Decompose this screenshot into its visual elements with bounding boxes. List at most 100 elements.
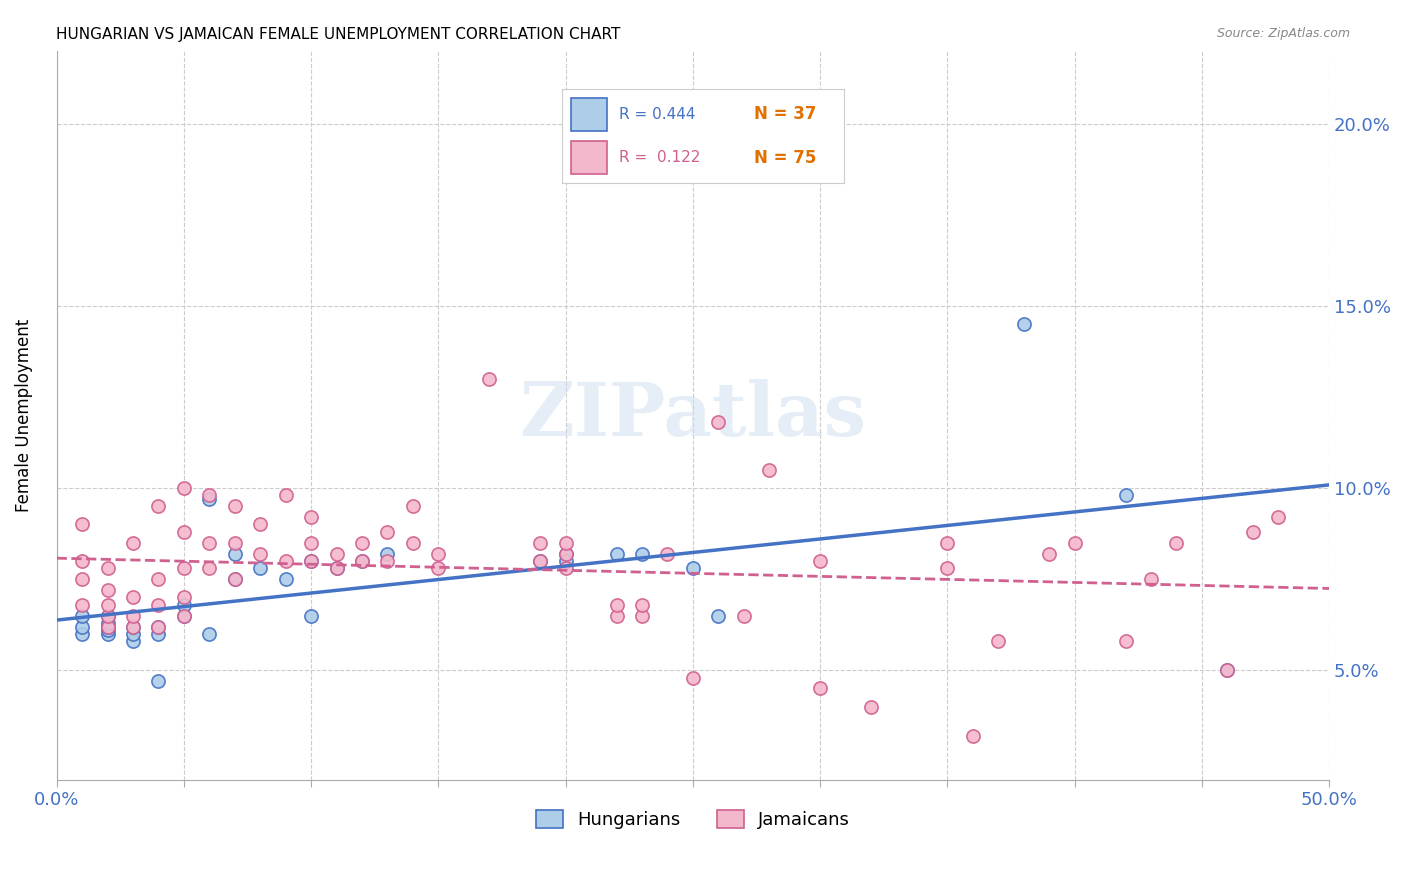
Point [529, 554, 551, 568]
Point [224, 572, 246, 586]
Point [554, 535, 576, 549]
Point [122, 591, 145, 605]
Point [605, 598, 627, 612]
Point [122, 627, 145, 641]
Point [1063, 535, 1085, 549]
Point [198, 491, 221, 506]
Point [122, 608, 145, 623]
Point [173, 481, 195, 495]
Text: HUNGARIAN VS JAMAICAN FEMALE UNEMPLOYMENT CORRELATION CHART: HUNGARIAN VS JAMAICAN FEMALE UNEMPLOYMEN… [56, 27, 620, 42]
Point [173, 524, 195, 539]
Point [96, 619, 118, 633]
Point [1216, 663, 1239, 677]
Point [224, 535, 246, 549]
Point [96, 598, 118, 612]
Point [173, 591, 195, 605]
Point [631, 608, 654, 623]
Text: N = 37: N = 37 [754, 105, 815, 123]
Point [707, 608, 730, 623]
Point [148, 674, 170, 689]
Point [478, 372, 501, 386]
Point [758, 463, 780, 477]
Point [198, 535, 221, 549]
Legend: Hungarians, Jamaicans: Hungarians, Jamaicans [529, 803, 858, 836]
Point [987, 634, 1010, 648]
Point [70, 517, 93, 532]
Point [682, 671, 704, 685]
Point [402, 535, 425, 549]
Point [529, 535, 551, 549]
Point [962, 729, 984, 743]
Point [249, 517, 271, 532]
Point [350, 554, 373, 568]
Point [554, 554, 576, 568]
Text: R =  0.122: R = 0.122 [619, 150, 700, 165]
Point [1241, 524, 1264, 539]
Point [274, 572, 297, 586]
Point [148, 619, 170, 633]
Point [860, 699, 883, 714]
Point [299, 535, 322, 549]
Point [402, 500, 425, 514]
Point [70, 572, 93, 586]
Point [70, 598, 93, 612]
Point [529, 554, 551, 568]
Point [631, 598, 654, 612]
Point [224, 572, 246, 586]
Point [148, 627, 170, 641]
Point [554, 561, 576, 575]
Point [96, 561, 118, 575]
Point [325, 561, 347, 575]
Point [682, 561, 704, 575]
Point [1115, 488, 1137, 502]
Point [657, 547, 679, 561]
Point [148, 598, 170, 612]
Point [173, 608, 195, 623]
Point [96, 627, 118, 641]
Point [808, 681, 831, 696]
Point [1115, 634, 1137, 648]
Point [554, 547, 576, 561]
Point [96, 619, 118, 633]
Point [299, 554, 322, 568]
Point [224, 500, 246, 514]
Point [198, 561, 221, 575]
Point [198, 627, 221, 641]
Point [96, 608, 118, 623]
Point [70, 554, 93, 568]
Point [173, 561, 195, 575]
Point [707, 416, 730, 430]
Point [148, 572, 170, 586]
Point [96, 615, 118, 630]
Point [70, 627, 93, 641]
Point [377, 547, 399, 561]
Point [96, 623, 118, 637]
Point [299, 554, 322, 568]
Point [325, 561, 347, 575]
Point [631, 547, 654, 561]
Point [173, 608, 195, 623]
Point [1012, 317, 1035, 331]
Text: Source: ZipAtlas.com: Source: ZipAtlas.com [1216, 27, 1350, 40]
Point [325, 547, 347, 561]
Point [1267, 510, 1289, 524]
Bar [571, 97, 607, 131]
Text: ZIPatlas: ZIPatlas [519, 378, 866, 451]
Point [224, 547, 246, 561]
Point [936, 535, 959, 549]
Point [148, 500, 170, 514]
Point [96, 583, 118, 598]
Point [122, 619, 145, 633]
Point [198, 488, 221, 502]
Point [173, 598, 195, 612]
Point [936, 561, 959, 575]
Point [299, 608, 322, 623]
Point [1216, 663, 1239, 677]
Point [377, 554, 399, 568]
Point [1140, 572, 1163, 586]
Point [70, 619, 93, 633]
Point [148, 619, 170, 633]
Point [377, 524, 399, 539]
Point [122, 619, 145, 633]
Point [274, 488, 297, 502]
